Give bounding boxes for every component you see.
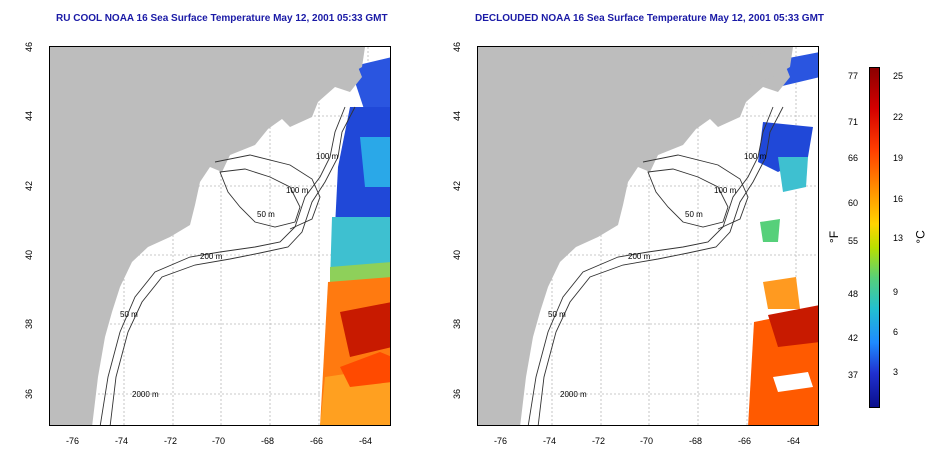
colorbar-c-label: 16 xyxy=(893,194,904,204)
colorbar-f-label: 60 xyxy=(847,198,858,208)
colorbar-f-label: 55 xyxy=(847,236,858,246)
unit-fahrenheit: °F xyxy=(827,230,842,244)
lon-tick: -72 xyxy=(592,436,606,446)
lon-tick: -76 xyxy=(494,436,508,446)
lat-tick: 42 xyxy=(452,180,463,192)
left-map-title: RU COOL NOAA 16 Sea Surface Temperature … xyxy=(56,13,388,24)
lat-tick: 36 xyxy=(24,388,35,400)
lat-tick: 44 xyxy=(452,110,463,122)
right-map-title: DECLOUDED NOAA 16 Sea Surface Temperatur… xyxy=(475,13,825,24)
unit-celsius: °C xyxy=(913,230,928,244)
lat-tick: 42 xyxy=(24,180,35,192)
contour-label: 200 m xyxy=(628,252,651,261)
contour-label: 2000 m xyxy=(132,390,159,399)
lon-tick: -64 xyxy=(787,436,801,446)
colorbar-f-label: 48 xyxy=(847,289,858,299)
colorbar-f-label: 66 xyxy=(847,153,858,163)
contour-label: 100 m xyxy=(714,186,737,195)
left-sst-map: 100 m 100 m 50 m 200 m 50 m 2000 m xyxy=(49,46,391,426)
lon-tick: -66 xyxy=(310,436,324,446)
colorbar-c-label: 9 xyxy=(893,287,899,297)
colorbar-f-label: 42 xyxy=(847,333,858,343)
lon-tick: -68 xyxy=(261,436,275,446)
colorbar-c-label: 13 xyxy=(893,233,904,243)
contour-label: 50 m xyxy=(548,310,566,319)
right-sst-map: 100 m 100 m 50 m 200 m 50 m 2000 m xyxy=(477,46,819,426)
lat-tick: 40 xyxy=(24,249,35,261)
lat-tick: 46 xyxy=(452,41,463,53)
colorbar-c-label: 25 xyxy=(893,71,904,81)
temperature-colorbar xyxy=(869,67,880,408)
colorbar-c-label: 3 xyxy=(893,367,899,377)
lon-tick: -76 xyxy=(66,436,80,446)
lon-tick: -64 xyxy=(359,436,373,446)
contour-label: 100 m xyxy=(286,186,309,195)
contour-label: 100 m xyxy=(744,152,767,161)
lon-tick: -70 xyxy=(640,436,654,446)
lat-tick: 36 xyxy=(452,388,463,400)
colorbar-c-label: 19 xyxy=(893,153,904,163)
lon-tick: -74 xyxy=(543,436,557,446)
lon-tick: -74 xyxy=(115,436,129,446)
colorbar-f-label: 71 xyxy=(847,117,858,127)
colorbar-c-label: 6 xyxy=(893,327,899,337)
contour-label: 200 m xyxy=(200,252,223,261)
lon-tick: -66 xyxy=(738,436,752,446)
contour-label: 100 m xyxy=(316,152,339,161)
lon-tick: -68 xyxy=(689,436,703,446)
lat-tick: 46 xyxy=(24,41,35,53)
contour-label: 50 m xyxy=(257,210,275,219)
colorbar-f-label: 77 xyxy=(847,71,858,81)
lat-tick: 38 xyxy=(24,318,35,330)
lat-tick: 38 xyxy=(452,318,463,330)
sst-swath xyxy=(320,57,390,425)
colorbar-f-label: 37 xyxy=(847,370,858,380)
lat-tick: 40 xyxy=(452,249,463,261)
contour-label: 2000 m xyxy=(560,390,587,399)
lon-tick: -70 xyxy=(212,436,226,446)
land-mass xyxy=(50,47,362,425)
contour-label: 50 m xyxy=(685,210,703,219)
colorbar-c-label: 22 xyxy=(893,112,904,122)
lon-tick: -72 xyxy=(164,436,178,446)
lat-tick: 44 xyxy=(24,110,35,122)
contour-label: 50 m xyxy=(120,310,138,319)
sst-swath-declouded xyxy=(748,52,818,425)
